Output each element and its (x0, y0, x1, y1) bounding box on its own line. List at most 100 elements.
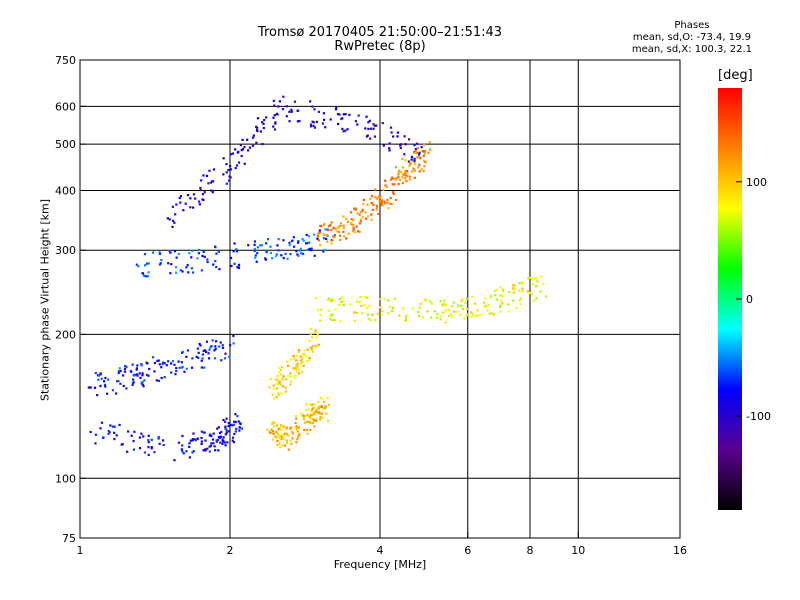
echo-point (234, 430, 237, 433)
echo-point (342, 227, 345, 230)
echo-point (387, 207, 390, 210)
echo-point (410, 170, 414, 173)
echo-point (187, 271, 190, 274)
echo-point (367, 127, 370, 131)
echo-point (318, 229, 321, 232)
echo-point (418, 170, 421, 173)
echo-point (295, 428, 299, 431)
echo-point (200, 269, 203, 272)
echo-point (240, 427, 244, 430)
echo-point (220, 359, 223, 362)
echo-point (146, 362, 149, 365)
echo-point (305, 233, 308, 237)
x-tick-label: 4 (377, 544, 384, 557)
echo-point (289, 383, 292, 386)
echo-point (214, 245, 217, 248)
echo-point (474, 314, 477, 317)
echo-point (301, 238, 304, 241)
echo-point (251, 144, 255, 147)
echo-point (139, 376, 142, 379)
echo-point (204, 439, 207, 442)
echo-point (207, 357, 211, 360)
echo-point (285, 378, 288, 381)
echo-point (284, 386, 287, 389)
echo-point (273, 104, 276, 107)
echo-point (131, 383, 134, 386)
echo-point (391, 176, 394, 179)
echo-point (293, 376, 296, 379)
echo-point (314, 331, 317, 334)
echo-point (356, 123, 359, 126)
echo-point (208, 450, 211, 453)
echo-point (247, 244, 250, 247)
echo-point (381, 310, 384, 313)
echo-point (280, 254, 283, 257)
echo-point (173, 459, 176, 462)
echo-point (170, 371, 173, 374)
echo-point (210, 189, 213, 192)
echo-point (276, 439, 279, 443)
echo-point (356, 300, 359, 303)
echo-point (100, 377, 103, 380)
echo-point (283, 433, 286, 436)
echo-point (313, 108, 316, 111)
echo-point (375, 208, 378, 211)
echo-point (354, 207, 357, 210)
echo-point (381, 204, 384, 207)
echo-point (303, 428, 306, 432)
echo-point (310, 347, 313, 350)
echo-point (280, 366, 284, 369)
echo-point (201, 193, 205, 196)
phase-stats-title: Phases (674, 20, 710, 31)
echo-point (384, 184, 387, 187)
echo-point (515, 306, 518, 310)
echo-point (359, 218, 362, 221)
echo-point (490, 312, 494, 315)
echo-point (234, 248, 238, 251)
echo-point (282, 437, 285, 441)
echo-point (94, 372, 97, 375)
echo-point (471, 295, 474, 298)
echo-point (368, 119, 371, 122)
echo-point (423, 150, 426, 153)
echo-point (142, 274, 145, 277)
echo-point (192, 193, 196, 196)
echo-point (311, 421, 314, 425)
echo-point (168, 250, 171, 253)
echo-point (387, 311, 390, 315)
echo-point (370, 202, 373, 205)
echo-point (168, 218, 171, 221)
echo-point (288, 241, 291, 244)
echo-point (140, 364, 143, 367)
echo-point (461, 298, 464, 301)
echo-point (119, 382, 122, 385)
echo-point (535, 277, 538, 280)
y-tick-label: 75 (62, 532, 76, 545)
echo-point (230, 264, 233, 268)
echo-point (399, 144, 402, 147)
echo-point (352, 219, 355, 222)
echo-point (330, 242, 333, 245)
echo-point (399, 143, 402, 146)
echo-point (358, 296, 361, 299)
echo-point (337, 303, 341, 306)
echo-point (285, 115, 288, 118)
echo-point (107, 378, 110, 381)
echo-point (247, 149, 250, 152)
echo-point (397, 173, 400, 176)
echo-point (114, 392, 118, 395)
echo-point (413, 169, 416, 172)
echo-point (321, 122, 324, 125)
echo-point (225, 417, 228, 420)
echo-point (233, 432, 236, 436)
echo-point (513, 288, 517, 291)
echo-point (397, 182, 400, 186)
echo-point (414, 148, 417, 151)
echo-point (120, 443, 123, 446)
echo-point (408, 175, 411, 178)
echo-point (272, 99, 275, 103)
echo-point (398, 178, 402, 182)
echo-point (206, 447, 209, 450)
echo-point (312, 124, 315, 127)
echo-point (296, 435, 300, 438)
